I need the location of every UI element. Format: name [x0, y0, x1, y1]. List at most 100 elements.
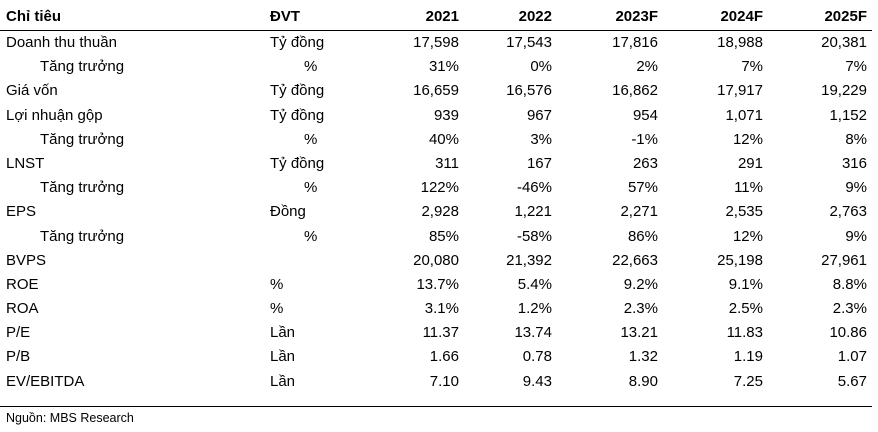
table-row: Giá vốn Tỷ đồng 16,659 16,576 16,862 17,917 19…: [0, 79, 872, 103]
row-value: 11.83: [726, 324, 763, 342]
row-value: 18,988: [717, 34, 763, 51]
row-label: Giá vốn: [6, 82, 58, 100]
row-value: 122%: [420, 179, 459, 197]
row-unit: Tỷ đồng: [270, 106, 325, 124]
row-value: 16,862: [612, 82, 658, 100]
row-value: 20,080: [413, 251, 459, 269]
row-value: 311: [435, 154, 459, 172]
row-value: 9%: [845, 179, 867, 197]
row-unit: Tỷ đồng: [270, 34, 325, 51]
row-value: 13.21: [620, 324, 658, 342]
row-value: 2%: [636, 58, 658, 76]
row-value: 967: [526, 106, 552, 124]
row-value: 86%: [627, 227, 658, 245]
table-row: ROA% 3.1% 1.2% 2.3% 2.5% 2.3%: [0, 297, 872, 321]
table-row: P/E Lần 11.37 13.74 13.21 11.83 10.86: [0, 321, 872, 345]
row-value: 2.5%: [728, 300, 763, 318]
row-value: 7%: [741, 58, 763, 76]
row-unit: Lần: [270, 372, 296, 390]
row-label: P/B: [6, 348, 31, 366]
row-label: ROE: [6, 275, 39, 293]
row-value: 7%: [845, 58, 867, 76]
row-value: 16,576: [506, 82, 552, 100]
row-value: 954: [632, 106, 658, 124]
row-value: 291: [737, 154, 763, 172]
header-year: 2022: [518, 8, 552, 25]
row-value: 27,961: [821, 251, 867, 269]
row-value: 2.3%: [832, 300, 867, 318]
row-unit: %: [304, 227, 318, 245]
row-value: 0.78: [522, 348, 552, 366]
row-value: 13.7%: [416, 275, 459, 293]
table-row: Lợi nhuận gộp Tỷ đồng 939 967 954 1,071 1,152: [0, 104, 872, 128]
row-value: 1.07: [837, 348, 867, 366]
row-label: Tăng trưởng: [40, 58, 125, 76]
row-unit: %: [304, 179, 318, 197]
row-value: 9%: [845, 227, 867, 245]
row-label: Tăng trưởng: [40, 130, 125, 148]
row-unit: Lần: [270, 348, 296, 366]
row-label: LNST: [6, 154, 45, 172]
row-label: Doanh thu thuần: [6, 34, 117, 51]
table-row: BVPS 20,080 21,392 22,663 25,198 27,961: [0, 249, 872, 273]
row-label: EPS: [6, 203, 37, 221]
table-row: Tăng trưởng% 122% -46% 57% 11% 9%: [0, 176, 872, 200]
table-header: Chỉ tiêu ĐVT 2021 2022 2023F 2024F 2025F: [0, 5, 872, 31]
row-unit: Đồng: [270, 203, 306, 221]
table-row: Tăng trưởng% 31% 0% 2% 7% 7%: [0, 55, 872, 79]
financial-table: Chỉ tiêu ĐVT 2021 2022 2023F 2024F 2025F…: [0, 5, 872, 394]
row-label: P/E: [6, 324, 31, 342]
row-label: ROA: [6, 300, 39, 318]
row-value: 1.19: [733, 348, 763, 366]
row-value: 263: [632, 154, 658, 172]
table-row: EPS Đồng 2,928 1,221 2,271 2,535 2,763: [0, 200, 872, 224]
row-value: 2,928: [421, 203, 459, 221]
row-value: 2.3%: [623, 300, 658, 318]
row-value: 1.2%: [517, 300, 552, 318]
row-value: 12%: [732, 227, 763, 245]
row-value: 16,659: [413, 82, 459, 100]
row-value: 167: [526, 154, 552, 172]
row-value: 31%: [428, 58, 459, 76]
table-body: Doanh thu thuần Tỷ đồng 17,598 17,543 17,816…: [0, 31, 872, 394]
row-unit: %: [270, 275, 284, 293]
table-row: LNST Tỷ đồng 311 167 263 291 316: [0, 152, 872, 176]
header-year: 2025F: [824, 8, 867, 25]
row-unit: %: [304, 130, 318, 148]
row-value: 22,663: [612, 251, 658, 269]
row-label: Tăng trưởng: [40, 179, 125, 197]
row-value: 1.32: [628, 348, 658, 366]
row-value: 9.1%: [728, 275, 763, 293]
row-value: 1,152: [829, 106, 867, 124]
row-value: 8%: [845, 130, 867, 148]
row-value: 21,392: [506, 251, 552, 269]
row-unit: Tỷ đồng: [270, 82, 325, 100]
row-unit: Lần: [270, 324, 296, 342]
row-value: 2,535: [725, 203, 763, 221]
row-unit: %: [304, 58, 318, 76]
row-value: 1.66: [429, 348, 459, 366]
row-label: BVPS: [6, 251, 47, 269]
row-value: -46%: [516, 179, 552, 197]
row-value: -58%: [516, 227, 552, 245]
table-row: Doanh thu thuần Tỷ đồng 17,598 17,543 17,816…: [0, 31, 872, 55]
row-value: 17,917: [717, 82, 763, 100]
table-row: Tăng trưởng% 40% 3% -1% 12% 8%: [0, 128, 872, 152]
row-value: 19,229: [821, 82, 867, 100]
row-value: 8.90: [628, 372, 658, 390]
header-unit: ĐVT: [270, 8, 300, 25]
row-value: 316: [841, 154, 867, 172]
row-value: 2,271: [620, 203, 658, 221]
row-value: 0%: [530, 58, 552, 76]
row-value: 40%: [428, 130, 459, 148]
row-label: Tăng trưởng: [40, 227, 125, 245]
row-unit: %: [270, 300, 284, 318]
row-value: 5.4%: [517, 275, 552, 293]
row-value: 1,221: [514, 203, 552, 221]
row-value: 25,198: [717, 251, 763, 269]
table-row: Tăng trưởng% 85% -58% 86% 12% 9%: [0, 225, 872, 249]
row-value: 13.74: [514, 324, 552, 342]
header-year: 2021: [425, 8, 459, 25]
row-value: 939: [433, 106, 459, 124]
row-value: 17,598: [413, 34, 459, 51]
